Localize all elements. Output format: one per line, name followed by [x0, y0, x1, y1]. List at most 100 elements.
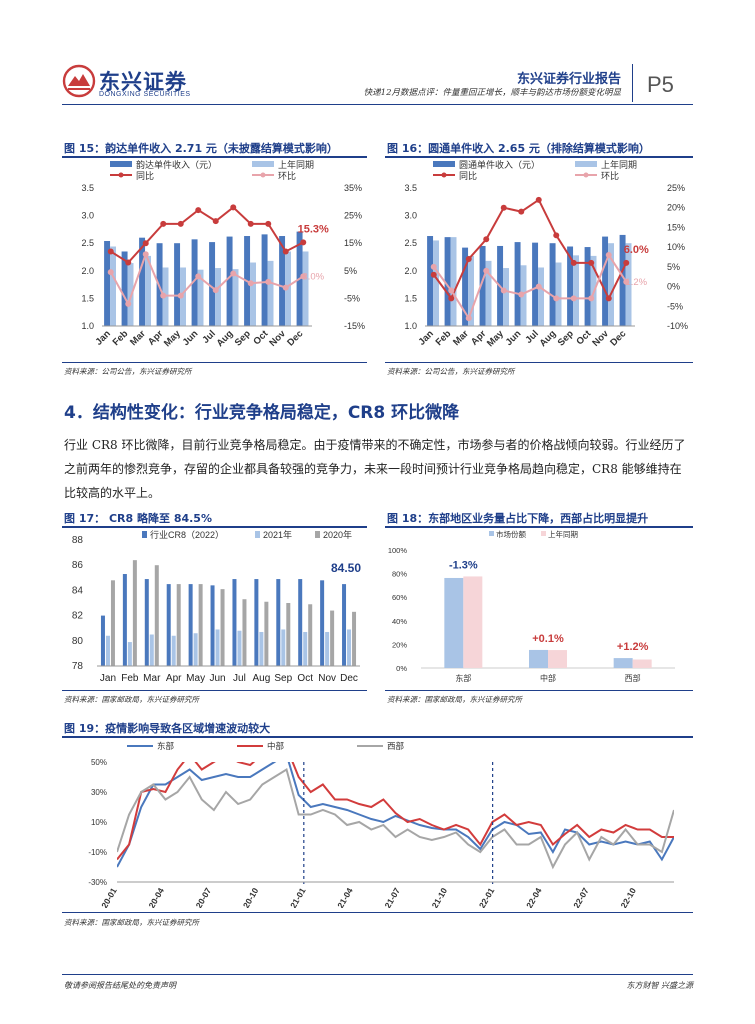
- fig16-point: [448, 287, 455, 294]
- fig16-xtick: Jan: [417, 328, 436, 347]
- fig19-xtick: 22-04: [524, 886, 544, 908]
- fig19-xtick: 20-10: [241, 886, 261, 908]
- fig16-point: [465, 315, 472, 322]
- fig16-point: [535, 196, 542, 203]
- fig15-xtick: Aug: [215, 328, 236, 349]
- fig15-bar: [226, 236, 233, 326]
- fig17-bar: [132, 560, 137, 666]
- fig16-bar: [462, 247, 469, 326]
- fig18-ytick: 20%: [392, 640, 407, 649]
- fig15-legend-label: 韵达单件收入（元）: [136, 159, 217, 170]
- fig16-y2tick: 20%: [667, 203, 685, 213]
- fig17-ytick: 88: [72, 535, 84, 546]
- fig19-xtick: 22-10: [618, 886, 638, 908]
- fig15-point: [247, 220, 254, 227]
- fig19-legend-label: 东部: [157, 741, 175, 751]
- fig15-point: [247, 280, 254, 287]
- fig16-annotation: 1.2%: [625, 277, 647, 288]
- fig16-point: [518, 208, 525, 215]
- fig15-xtick: Nov: [267, 328, 288, 349]
- fig16-legend-swatch: [433, 161, 455, 167]
- fig15-ytick: 3.5: [81, 183, 94, 193]
- fig16-bar: [503, 268, 509, 326]
- fig16-point: [588, 259, 595, 266]
- fig16-point: [483, 236, 490, 243]
- fig16-ytick: 2.0: [404, 266, 417, 276]
- report-subtitle: 快递12月数据点评：件量重回正增长，顺丰与韵达市场份额变化明显: [363, 88, 621, 98]
- fig15-bar: [250, 262, 256, 326]
- fig15-bar: [110, 246, 116, 326]
- fig15-point: [300, 273, 307, 280]
- fig16-y2tick: -10%: [667, 321, 688, 331]
- fig17-ytick: 78: [72, 661, 84, 672]
- fig15-point: [265, 278, 272, 285]
- fig16-source: 资料来源：公司公告，东兴证券研究所: [387, 367, 515, 376]
- fig16-legend-label: 同比: [459, 170, 477, 181]
- fig17-bar: [193, 633, 198, 666]
- fig15-bar: [145, 255, 151, 326]
- fig17-bar: [308, 604, 313, 666]
- fig17-bar: [122, 574, 127, 666]
- fig18-legend-label: 上年同期: [548, 529, 578, 539]
- fig19-ytick: -30%: [88, 878, 107, 887]
- fig17-bar: [347, 629, 352, 666]
- fig16-point: [588, 295, 595, 302]
- fig17-xtick: Nov: [318, 673, 336, 684]
- fig15-ytick: 1.5: [81, 293, 94, 303]
- fig18-ytick: 0%: [396, 664, 407, 673]
- fig15-source: 资料来源：公司公告，东兴证券研究所: [64, 367, 192, 376]
- fig16-point: [623, 259, 630, 266]
- fig16-legend-label: 圆通单件收入（元）: [459, 159, 540, 170]
- fig15-point: [195, 273, 202, 280]
- fig19-chart: 东部 中部 西部 50% 30% 10% -10% -30%20-01 20-04 20-07 20…: [88, 741, 674, 908]
- fig16-point: [483, 267, 490, 274]
- fig17-xtick: Mar: [143, 673, 161, 684]
- fig15-ytick: 2.5: [81, 238, 94, 248]
- fig19-xtick: 22-07: [571, 886, 591, 908]
- fig16-xtick: May: [485, 328, 506, 349]
- section-paragraph: 行业 CR8 环比微降，目前行业竞争格局稳定。由于疫情带来的不确定性，市场参与者…: [64, 438, 686, 500]
- fig19-xtick: 20-04: [146, 886, 166, 908]
- fig17-xtick: Oct: [297, 673, 313, 684]
- fig16-ytick: 3.5: [404, 183, 417, 193]
- fig16-bar: [549, 243, 556, 326]
- fig16-point: [570, 295, 577, 302]
- fig16-bar: [427, 236, 434, 326]
- fig16-point: [623, 278, 630, 285]
- fig17-bar: [330, 610, 335, 666]
- fig16-point: [605, 252, 612, 259]
- logo-text-cn: 东兴证券: [99, 70, 187, 94]
- fig17-title: 图 17： CR8 略降至 84.5%: [64, 512, 212, 525]
- fig18-bar: [548, 650, 567, 668]
- fig15-y2tick: -15%: [344, 321, 365, 331]
- fig19-series-line: [117, 762, 674, 868]
- fig15-point: [125, 300, 132, 307]
- fig16-y2tick: 0%: [667, 282, 680, 292]
- fig15-point: [282, 284, 289, 291]
- fig19-title-rule: [62, 736, 693, 738]
- fig16-xtick: Dec: [608, 328, 628, 348]
- fig18-bar: [529, 649, 548, 668]
- fig17-xtick: Jul: [233, 673, 246, 684]
- fig16-xtick: Aug: [538, 328, 559, 349]
- fig16-series-line: [432, 198, 628, 301]
- fig17-annotation: 84.50: [331, 561, 361, 575]
- fig17-bar: [242, 599, 247, 666]
- fig16-series-line: [432, 252, 628, 321]
- fig15-point: [265, 220, 272, 227]
- fig19-xtick: 21-04: [335, 886, 355, 908]
- fig17-legend-swatch: [142, 531, 147, 538]
- fig15-bar: [267, 260, 274, 326]
- fig15-point: [212, 218, 219, 225]
- fig16-ytick: 2.5: [404, 238, 417, 248]
- dongxing-logo-icon: [62, 64, 96, 98]
- fig15-bar: [261, 234, 268, 326]
- fig15-point: [142, 240, 149, 247]
- fig16-xtick: Feb: [434, 328, 454, 348]
- fig16-y2tick: 15%: [667, 222, 685, 232]
- fig16-y2tick: -5%: [667, 301, 683, 311]
- header-divider: [632, 64, 633, 102]
- fig19-xtick: 21-01: [288, 886, 308, 908]
- fig15-bar: [104, 240, 111, 326]
- fig16-title-rule: [385, 156, 693, 158]
